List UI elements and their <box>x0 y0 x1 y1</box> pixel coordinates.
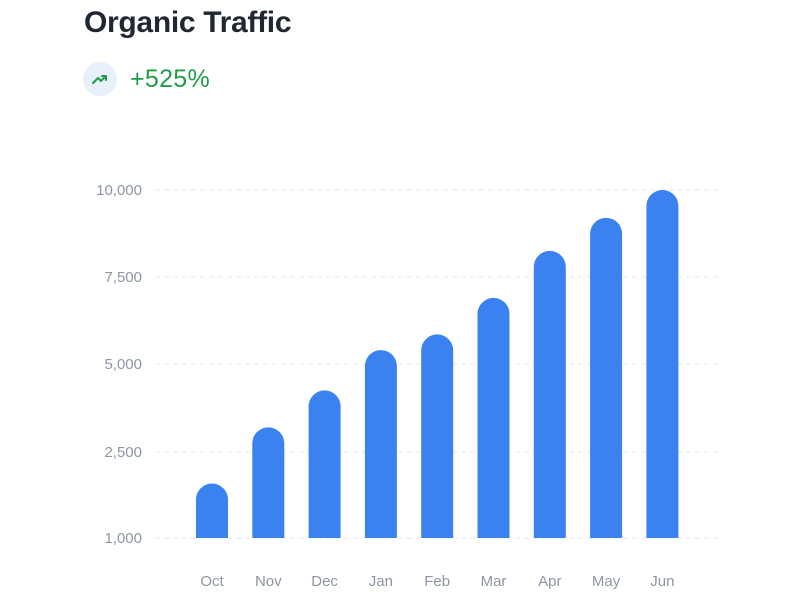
y-tick-label: 10,000 <box>96 182 142 199</box>
x-tick-label: Dec <box>311 573 338 590</box>
x-tick-label: Apr <box>538 573 561 590</box>
y-tick-label: 7,500 <box>104 269 142 286</box>
bar-mar[interactable] <box>477 297 510 538</box>
x-tick-label: Mar <box>481 573 507 590</box>
x-tick-label: Jun <box>650 573 674 590</box>
x-tick-label: Jan <box>369 573 393 590</box>
x-tick-label: Nov <box>255 573 282 590</box>
trending-up-icon <box>83 62 117 96</box>
x-tick-label: Oct <box>200 573 224 590</box>
chart-title: Organic Traffic <box>84 6 292 39</box>
bar-jan[interactable] <box>364 350 397 538</box>
bar-oct[interactable] <box>196 483 228 538</box>
bar-feb[interactable] <box>421 334 454 538</box>
bar-nov[interactable] <box>252 427 285 538</box>
trend-indicator: +525% <box>83 61 210 97</box>
trend-percentage: +525% <box>130 64 211 93</box>
y-tick-label: 5,000 <box>104 356 142 373</box>
x-tick-label: Feb <box>424 573 450 590</box>
bar-dec[interactable] <box>308 390 341 538</box>
bar-may[interactable] <box>590 217 623 538</box>
y-tick-label: 2,500 <box>104 444 142 461</box>
bar-jun[interactable] <box>646 190 679 538</box>
bar-apr[interactable] <box>533 250 566 538</box>
y-tick-label: 1,000 <box>104 530 142 547</box>
x-tick-label: May <box>592 573 621 590</box>
